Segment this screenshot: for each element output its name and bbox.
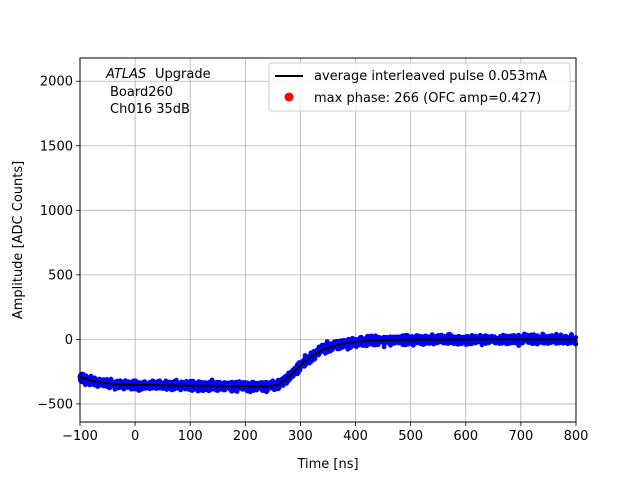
x-tick-label: 500 <box>398 429 423 444</box>
data-point <box>403 342 409 347</box>
data-point <box>303 354 308 359</box>
annotation: ATLAS Upgrade Board260 Ch016 35dB <box>105 67 211 117</box>
annotation-board: Board260 <box>110 85 173 100</box>
legend-box <box>268 62 571 112</box>
data-point <box>253 387 259 393</box>
y-tick-label: 2000 <box>40 75 73 90</box>
data-point <box>351 342 357 348</box>
data-point <box>381 344 387 350</box>
data-point <box>396 334 401 340</box>
y-tick-label: 0 <box>65 333 73 348</box>
data-point <box>515 339 521 345</box>
data-point <box>435 333 441 338</box>
x-tick-label: 600 <box>453 429 478 444</box>
x-tick-label: 300 <box>288 429 313 444</box>
data-point <box>569 333 574 338</box>
data-point <box>422 341 428 346</box>
data-point <box>347 342 352 348</box>
data-point <box>170 387 176 392</box>
legend-marker-max-phase <box>284 92 294 102</box>
y-tick-label: 500 <box>48 268 73 283</box>
y-tick-label: −500 <box>37 397 73 412</box>
average-pulse-line <box>79 338 576 388</box>
y-ticks: −500 0 500 1000 1500 2000 <box>37 75 80 412</box>
x-tick-label: 700 <box>508 429 533 444</box>
data-point <box>163 379 168 385</box>
data-point <box>555 340 561 346</box>
data-point <box>188 386 194 391</box>
average-pulse-path <box>79 338 576 388</box>
data-point <box>492 334 497 339</box>
x-tick-label: −100 <box>62 429 98 444</box>
data-point <box>410 342 416 348</box>
data-point <box>554 331 559 337</box>
data-point <box>316 344 322 350</box>
data-point <box>350 335 355 341</box>
data-point <box>101 377 107 382</box>
data-point <box>397 340 403 345</box>
data-point <box>503 340 508 345</box>
data-point <box>206 379 212 385</box>
data-point <box>367 341 373 347</box>
data-point <box>305 360 311 366</box>
plot-frame <box>79 57 577 423</box>
y-tick-label: 1000 <box>40 204 73 219</box>
data-point <box>200 387 206 392</box>
data-point <box>327 347 333 353</box>
data-point <box>204 386 210 392</box>
x-tick-label: 800 <box>564 429 589 444</box>
data-point <box>450 340 456 346</box>
data-point <box>447 331 453 337</box>
x-ticks: −100 0 100 200 300 400 500 600 700 800 <box>62 422 588 444</box>
y-axis-label: Amplitude [ADC Counts] <box>11 161 26 319</box>
annotation-channel: Ch016 35dB <box>110 102 190 117</box>
data-point <box>540 331 546 337</box>
data-point <box>229 380 235 386</box>
y-tick-label: 1500 <box>40 139 73 154</box>
x-tick-label: 400 <box>343 429 368 444</box>
x-tick-label: 200 <box>233 429 258 444</box>
x-axis-label: Time [ns] <box>296 457 358 472</box>
legend-label-max-phase: max phase: 266 (OFC amp=0.427) <box>314 91 541 106</box>
legend: average interleaved pulse 0.053mA max ph… <box>268 62 571 112</box>
annotation-upgrade: Upgrade <box>155 67 211 82</box>
annotation-atlas: ATLAS <box>105 67 146 82</box>
data-point <box>234 389 240 394</box>
legend-label-average-pulse: average interleaved pulse 0.053mA <box>314 69 547 84</box>
data-point <box>481 333 487 339</box>
data-point <box>155 380 161 386</box>
data-point <box>250 379 255 385</box>
x-tick-label: 100 <box>178 429 203 444</box>
data-point <box>296 369 301 375</box>
data-point <box>115 385 121 391</box>
data-point <box>548 339 553 345</box>
data-point <box>221 381 226 386</box>
data-point <box>170 380 176 385</box>
data-point <box>245 381 251 386</box>
x-tick-label: 0 <box>131 429 139 444</box>
data-point <box>143 380 148 386</box>
data-point <box>472 340 478 346</box>
data-point <box>308 350 314 356</box>
data-point <box>178 380 184 386</box>
data-point <box>331 339 337 345</box>
data-point <box>516 332 521 338</box>
